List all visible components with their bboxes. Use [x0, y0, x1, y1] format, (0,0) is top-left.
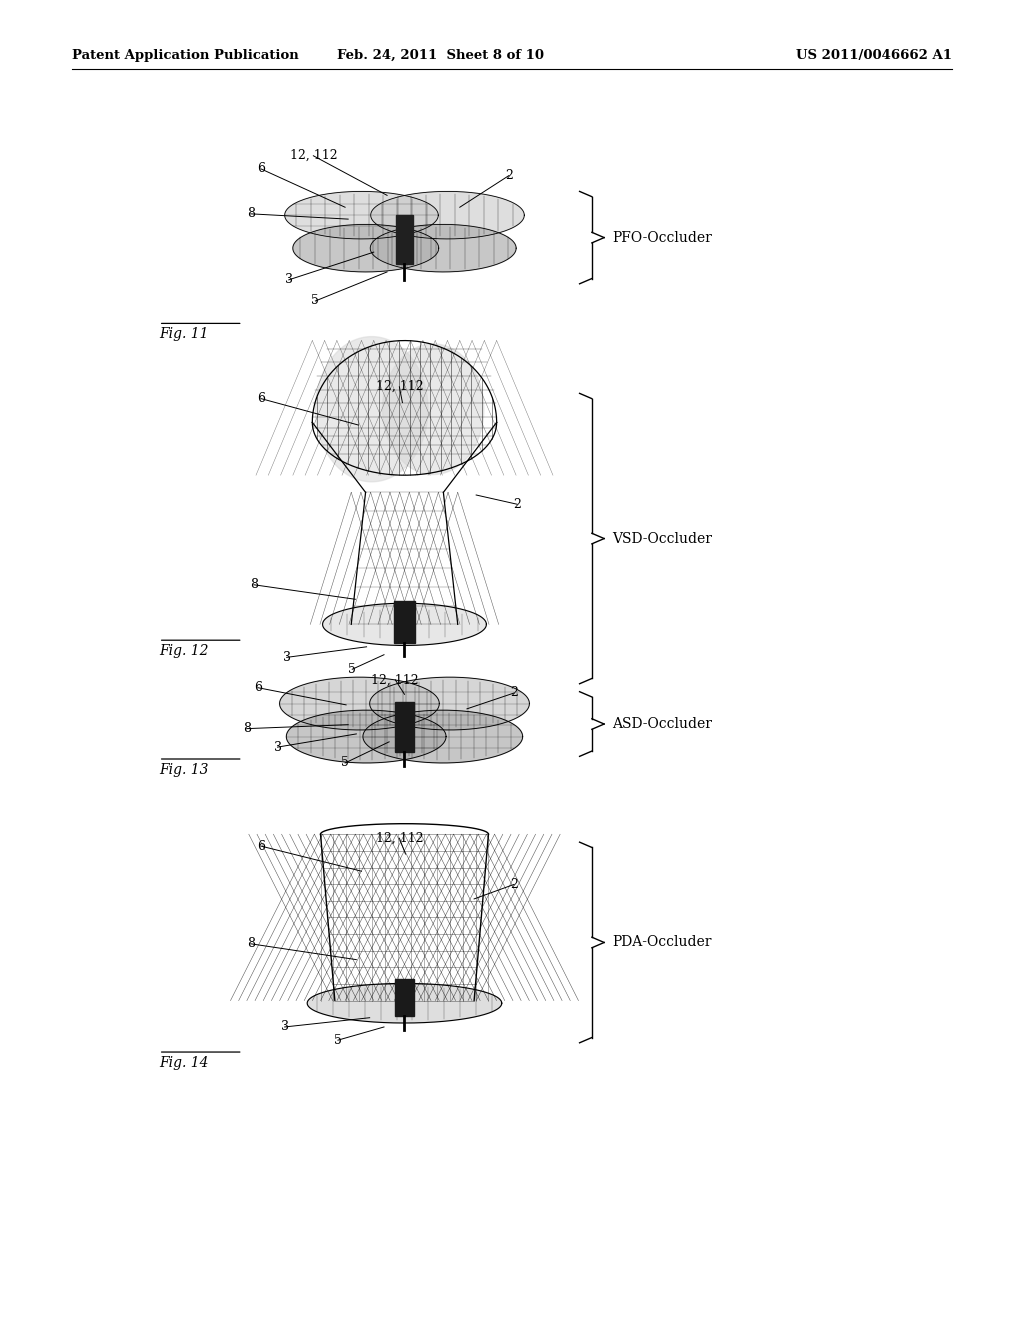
Polygon shape: [362, 710, 522, 763]
Text: 8: 8: [247, 207, 255, 220]
Text: 2: 2: [513, 498, 521, 511]
Polygon shape: [371, 224, 516, 272]
Text: 8: 8: [243, 722, 251, 735]
Polygon shape: [323, 603, 486, 645]
Text: 12, 112: 12, 112: [372, 673, 419, 686]
Text: Fig. 11: Fig. 11: [159, 327, 208, 342]
Text: VSD-Occluder: VSD-Occluder: [612, 532, 713, 545]
Text: 12, 112: 12, 112: [376, 380, 423, 393]
Text: Fig. 13: Fig. 13: [159, 763, 208, 777]
Polygon shape: [395, 979, 414, 1016]
Text: 6: 6: [254, 681, 262, 694]
Text: 12, 112: 12, 112: [376, 832, 423, 845]
Text: ASD-Occluder: ASD-Occluder: [612, 717, 713, 731]
Polygon shape: [396, 215, 413, 264]
Text: 3: 3: [273, 741, 282, 754]
Text: Fig. 12: Fig. 12: [159, 644, 208, 659]
Text: 5: 5: [348, 663, 356, 676]
Text: PFO-Occluder: PFO-Occluder: [612, 231, 713, 244]
Polygon shape: [383, 345, 484, 474]
Polygon shape: [315, 337, 428, 482]
Text: 12, 112: 12, 112: [290, 149, 337, 162]
Polygon shape: [307, 983, 502, 1023]
Text: 5: 5: [311, 294, 319, 308]
Text: Patent Application Publication: Patent Application Publication: [72, 49, 298, 62]
Text: 3: 3: [283, 651, 291, 664]
Polygon shape: [394, 601, 415, 643]
Text: Fig. 14: Fig. 14: [159, 1056, 208, 1071]
Text: 5: 5: [341, 756, 349, 770]
Text: 2: 2: [505, 169, 513, 182]
Polygon shape: [285, 191, 438, 239]
Text: Feb. 24, 2011  Sheet 8 of 10: Feb. 24, 2011 Sheet 8 of 10: [337, 49, 544, 62]
Text: 5: 5: [334, 1034, 342, 1047]
Text: 3: 3: [285, 273, 293, 286]
Text: 6: 6: [257, 840, 265, 853]
Polygon shape: [287, 710, 446, 763]
Text: 3: 3: [281, 1020, 289, 1034]
Text: US 2011/0046662 A1: US 2011/0046662 A1: [797, 49, 952, 62]
Polygon shape: [280, 677, 439, 730]
Text: PDA-Occluder: PDA-Occluder: [612, 936, 712, 949]
Text: 6: 6: [257, 162, 265, 176]
Text: 6: 6: [257, 392, 265, 405]
Text: 8: 8: [247, 937, 255, 950]
Polygon shape: [370, 677, 529, 730]
Polygon shape: [371, 191, 524, 239]
Text: 2: 2: [510, 878, 518, 891]
Polygon shape: [293, 224, 438, 272]
Polygon shape: [395, 702, 414, 752]
Text: 8: 8: [250, 578, 258, 591]
Text: 2: 2: [510, 686, 518, 700]
